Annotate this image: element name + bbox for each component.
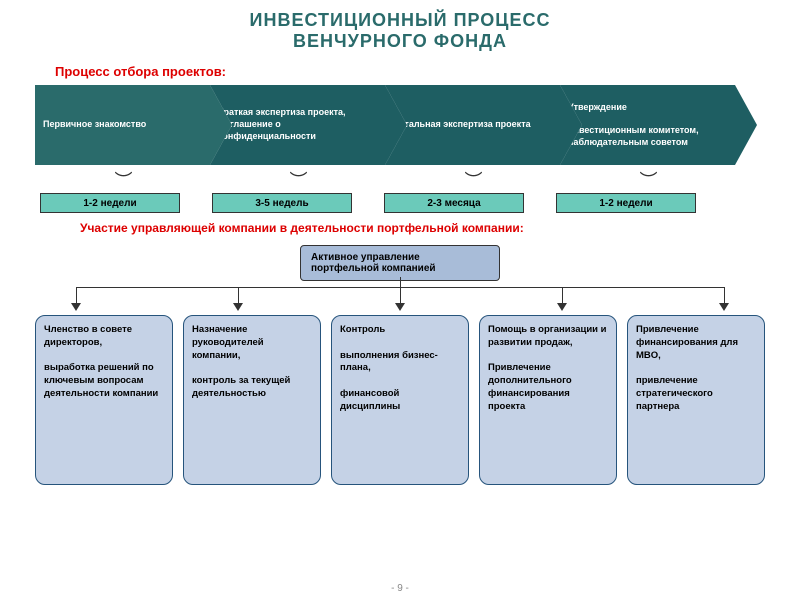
process-arrows: Первичное знакомствоКраткая экспертиза п…	[35, 85, 800, 165]
subtitle-participation: Участие управляющей компании в деятельно…	[80, 221, 800, 235]
duration-2: 2-3 месяца	[384, 193, 524, 213]
activity-box-1: Назначение руководителей компании, контр…	[183, 315, 321, 485]
title-line-1: ИНВЕСТИЦИОННЫЙ ПРОЦЕСС	[250, 10, 551, 30]
activity-box-3: Помощь в организации и развитии продаж, …	[479, 315, 617, 485]
activity-box-0: Членство в совете директоров, выработка …	[35, 315, 173, 485]
durations-row: 1-2 недели 3-5 недель 2-3 месяца 1-2 недели	[40, 193, 800, 213]
connector-arrowhead-1	[233, 303, 243, 311]
center-box-text: Активное управление портфельной компание…	[311, 252, 436, 274]
activity-box-2: Контроль выполнения бизнес-плана, финанс…	[331, 315, 469, 485]
duration-1: 3-5 недель	[212, 193, 352, 213]
connectors	[40, 287, 760, 315]
process-arrow-2: Детальная экспертиза проекта	[385, 85, 560, 165]
connector-arrowhead-3	[557, 303, 567, 311]
activity-box-4: Привлечение финансирования для MBO, прив…	[627, 315, 765, 485]
connector-up	[400, 277, 401, 287]
page-number: - 9 -	[0, 583, 800, 594]
duration-0: 1-2 недели	[40, 193, 180, 213]
brace-3: ︶	[560, 167, 735, 193]
brace-2: ︶	[385, 167, 560, 193]
connector-arrowhead-4	[719, 303, 729, 311]
brace-0: ︶	[35, 167, 210, 193]
page-title: ИНВЕСТИЦИОННЫЙ ПРОЦЕСС ВЕНЧУРНОГО ФОНДА	[0, 0, 800, 56]
process-arrow-3: Утверждение инвестиционным комитетом, на…	[560, 85, 735, 165]
brace-1: ︶	[210, 167, 385, 193]
title-line-2: ВЕНЧУРНОГО ФОНДА	[293, 31, 507, 51]
duration-3: 1-2 недели	[556, 193, 696, 213]
center-box: Активное управление портфельной компание…	[300, 245, 500, 281]
activity-boxes: Членство в совете директоров, выработка …	[35, 315, 765, 485]
connector-arrowhead-0	[71, 303, 81, 311]
connector-arrowhead-2	[395, 303, 405, 311]
process-arrow-1: Краткая экспертиза проекта, Соглашение о…	[210, 85, 385, 165]
process-arrow-0: Первичное знакомство	[35, 85, 210, 165]
braces-row: ︶︶︶︶	[35, 167, 800, 193]
subtitle-selection: Процесс отбора проектов:	[55, 64, 800, 79]
